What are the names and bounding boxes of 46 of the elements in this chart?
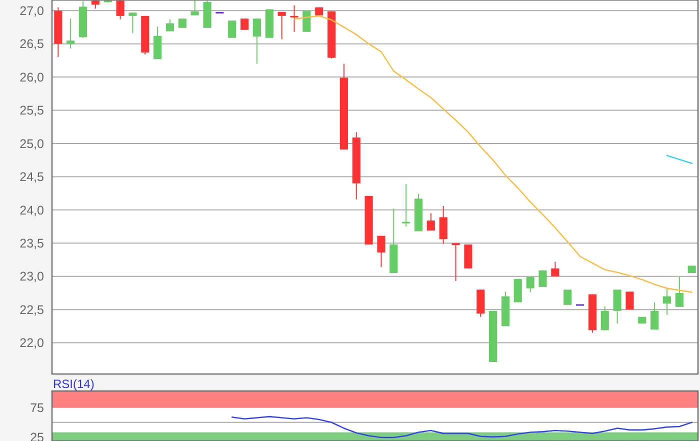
line-series: [231, 416, 692, 438]
candlestick: [514, 278, 522, 303]
candlestick: [476, 289, 485, 318]
candlestick: [302, 10, 311, 32]
chart-title: RSI(14): [53, 377, 94, 391]
candlestick: [526, 276, 534, 293]
candlestick: [564, 289, 572, 306]
candlestick: [290, 4, 298, 32]
y-tick-label: 24,0: [20, 203, 44, 218]
candlestick: [377, 235, 386, 268]
y-tick-label: 25,5: [20, 104, 44, 118]
candlestick: [551, 261, 560, 277]
candlestick: [178, 18, 186, 28]
candlestick: [116, 0, 124, 20]
candlestick: [538, 270, 547, 288]
candlestick: [452, 242, 460, 282]
candlestick: [600, 306, 609, 331]
candlestick: [626, 291, 634, 310]
candlestick: [278, 11, 286, 40]
candlestick: [190, 0, 199, 16]
candlestick: [252, 18, 261, 64]
candlestick: [426, 212, 435, 232]
candlestick: [464, 244, 472, 269]
candlestick: [154, 26, 162, 60]
y-tick-label: 25: [30, 430, 44, 441]
y-tick-label: 26,0: [20, 70, 44, 84]
y-tick-label: 26,5: [20, 37, 44, 52]
candlestick: [402, 184, 410, 228]
y-tick-label: 22,0: [20, 336, 44, 350]
y-tick-label: 75: [30, 401, 44, 416]
y-tick-label: 27,0: [20, 4, 44, 18]
candlestick: [662, 288, 672, 316]
candlestick: [228, 20, 236, 38]
y-tick-label: 23,5: [20, 236, 44, 251]
candlestick: [128, 12, 137, 34]
y-tick-label: 23,0: [20, 270, 44, 284]
candlestick: [613, 289, 622, 324]
y-tick-label: 25,0: [20, 136, 44, 151]
y-tick-label: 22,5: [20, 302, 44, 317]
y-tick-label: 24,5: [20, 170, 44, 184]
candlestick: [439, 205, 448, 244]
candlestick: [66, 18, 75, 49]
line-series: [294, 15, 692, 293]
candlestick: [650, 302, 659, 330]
candlestick: [240, 18, 249, 30]
candlestick: [675, 276, 684, 308]
